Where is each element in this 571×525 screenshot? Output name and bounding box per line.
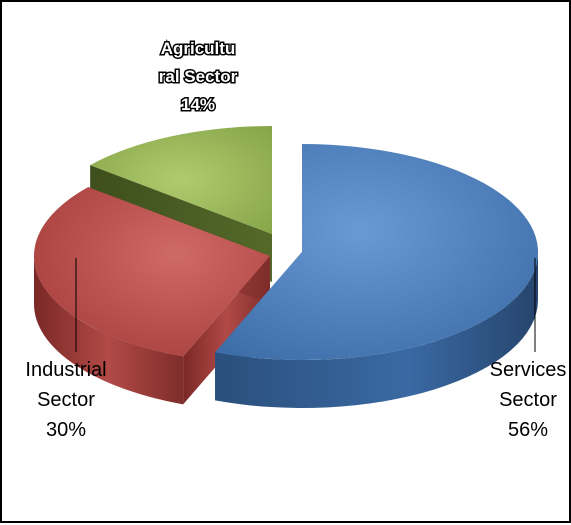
data-label-line: ral Sector [159, 67, 238, 86]
slice-top-industrial-sector [33, 187, 270, 357]
data-label-industrial-sector: Industrial Sector 30% [25, 359, 106, 441]
data-label-line: 56% [508, 419, 548, 441]
data-label-line: Agricultu [161, 39, 236, 58]
slice-top-services-sector [215, 144, 538, 360]
slice-services-sector [215, 144, 538, 409]
data-label-agricultural-sector: Agricultu ral Sector 14% [159, 39, 238, 114]
data-label-line: Services [490, 359, 567, 381]
data-label-line: 14% [181, 95, 215, 114]
slice-rim-services-sector [215, 252, 538, 409]
data-label-line: Sector [499, 389, 557, 411]
data-label-line: Sector [37, 389, 95, 411]
data-label-line: Industrial [25, 359, 106, 381]
data-label-line: 30% [46, 419, 86, 441]
slice-rim-industrial-sector [34, 256, 184, 405]
slice-industrial-sector [33, 187, 270, 405]
slice-top-agricultural-sector [90, 126, 272, 234]
data-label-services-sector: Services Sector 56% [490, 359, 567, 441]
